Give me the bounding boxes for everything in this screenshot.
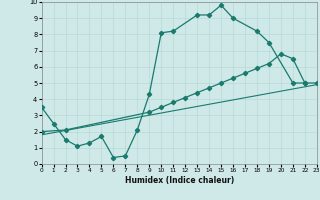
X-axis label: Humidex (Indice chaleur): Humidex (Indice chaleur) — [124, 176, 234, 185]
